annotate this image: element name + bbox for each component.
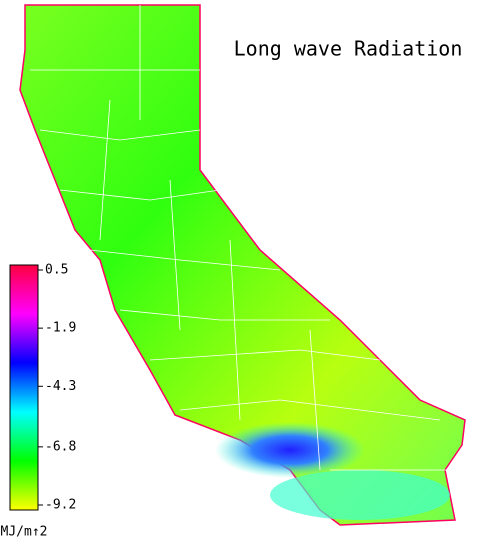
colorbar-tick-label: -4.3 (45, 379, 76, 394)
colorbar-tick-label: -9.2 (45, 498, 76, 513)
coastal-low-region (215, 422, 365, 478)
county-borders (30, 5, 450, 471)
colorbar-tick-label: -1.9 (45, 321, 76, 336)
southern-coast-region (270, 470, 450, 520)
colorbar-tick-label: -6.8 (45, 439, 76, 454)
colorbar-unit: MJ/m↑2 (1, 525, 48, 540)
map-title: Long wave Radiation (234, 37, 463, 61)
colorbar-tick-label: 0.5 (45, 263, 68, 278)
colorbar (9, 264, 39, 511)
